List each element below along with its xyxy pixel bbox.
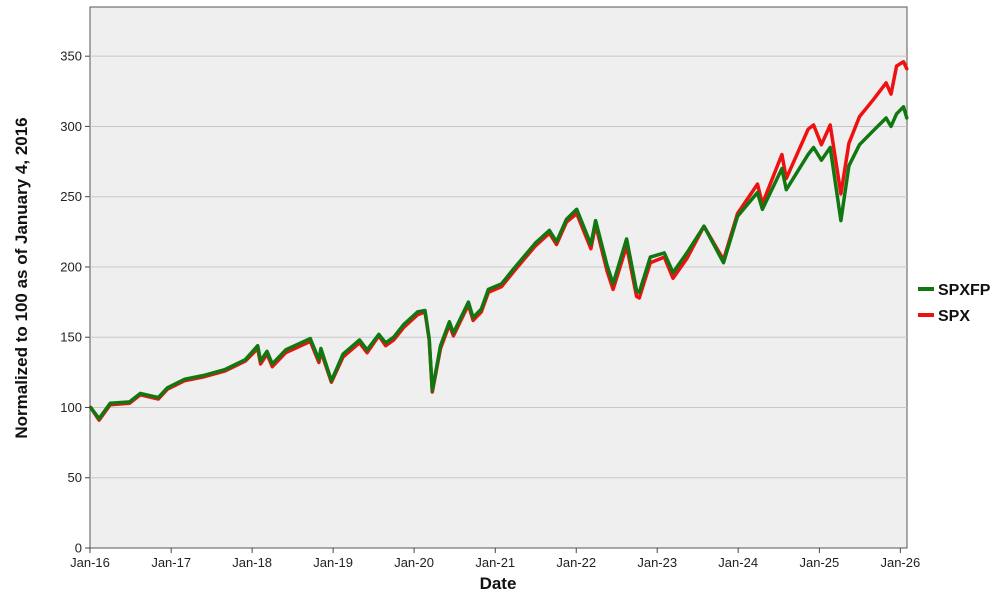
y-tick-label: 0 — [75, 541, 82, 556]
y-axis-ticks: 0 50 100 150 200 250 300 350 — [60, 49, 90, 556]
x-axis-title: Date — [480, 574, 517, 593]
legend-label-spx: SPX — [938, 308, 970, 325]
y-axis-title: Normalized to 100 as of January 4, 2016 — [12, 117, 31, 438]
y-tick-label: 350 — [60, 49, 82, 64]
x-tick-label: Jan-20 — [394, 555, 434, 570]
x-tick-label: Jan-18 — [232, 555, 272, 570]
x-axis-ticks: Jan-16 Jan-17 Jan-18 Jan-19 Jan-20 Jan-21 Jan-… — [70, 548, 920, 570]
x-tick-label: Jan-21 — [475, 555, 515, 570]
plot-area — [89, 6, 908, 549]
y-tick-label: 150 — [60, 330, 82, 345]
x-tick-label: Jan-26 — [880, 555, 920, 570]
legend-label-spxfp: SPXFP — [938, 282, 991, 299]
series-lines — [88, 60, 909, 422]
y-tick-label: 300 — [60, 119, 82, 134]
y-tick-label: 50 — [68, 470, 82, 485]
series-line-spxfp — [88, 105, 909, 421]
y-tick-label: 200 — [60, 259, 82, 274]
x-tick-label: Jan-22 — [556, 555, 596, 570]
x-tick-label: Jan-24 — [718, 555, 758, 570]
x-tick-label: Jan-17 — [151, 555, 191, 570]
x-tick-label: Jan-23 — [637, 555, 677, 570]
x-tick-label: Jan-19 — [313, 555, 353, 570]
x-tick-label: Jan-25 — [800, 555, 840, 570]
x-tick-label: Jan-16 — [70, 555, 110, 570]
y-tick-label: 250 — [60, 189, 82, 204]
legend: SPXFP SPX — [918, 282, 991, 325]
y-tick-label: 100 — [60, 400, 82, 415]
gridlines — [90, 55, 907, 479]
